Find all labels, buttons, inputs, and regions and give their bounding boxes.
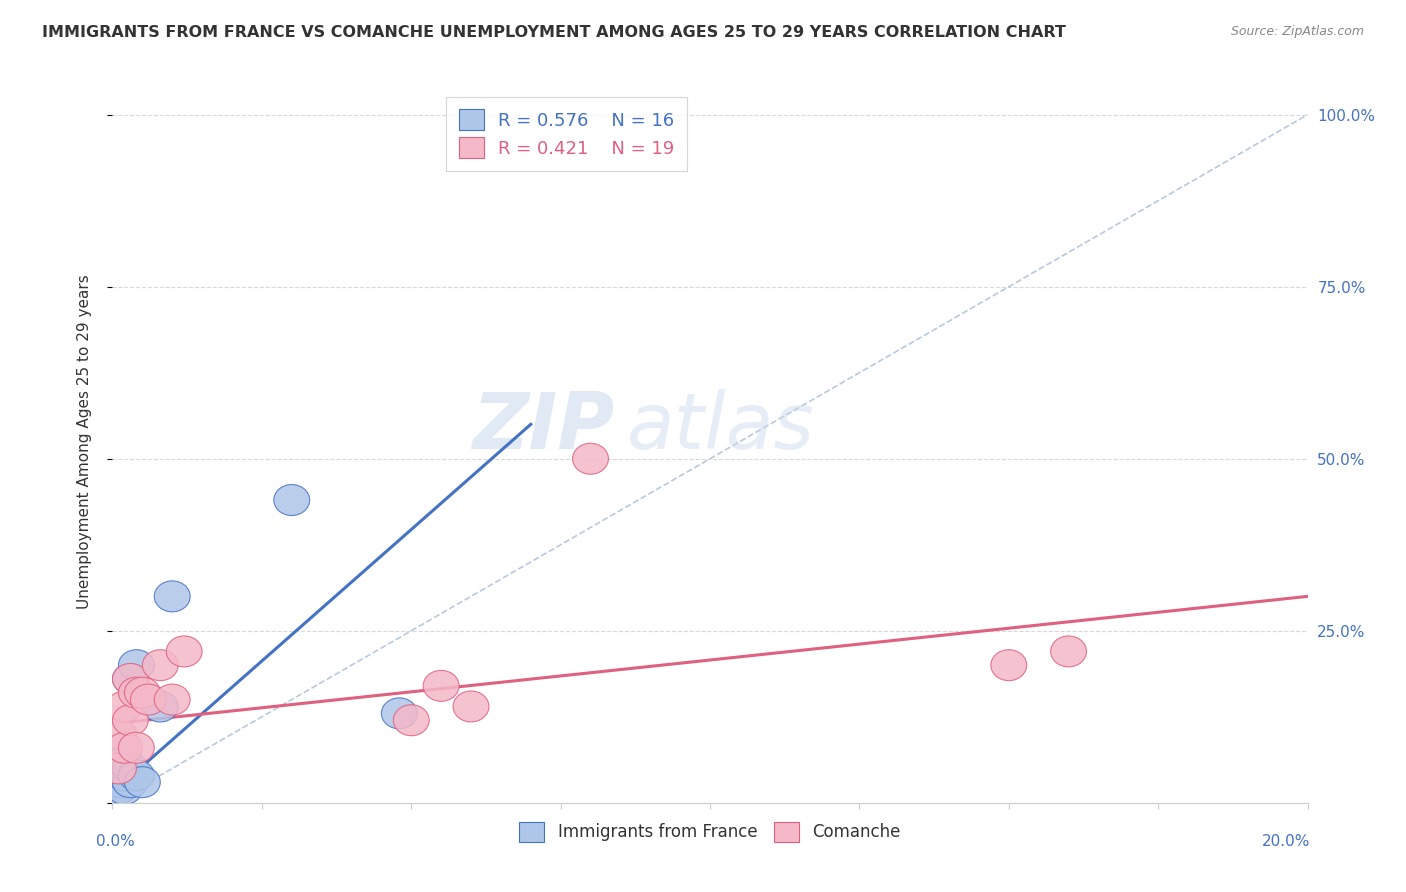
Ellipse shape [572,443,609,475]
Ellipse shape [274,484,309,516]
Ellipse shape [155,581,190,612]
Ellipse shape [118,732,155,764]
Text: IMMIGRANTS FROM FRANCE VS COMANCHE UNEMPLOYMENT AMONG AGES 25 TO 29 YEARS CORREL: IMMIGRANTS FROM FRANCE VS COMANCHE UNEMP… [42,25,1066,40]
Ellipse shape [107,691,142,722]
Ellipse shape [101,753,136,784]
Ellipse shape [155,684,190,715]
Ellipse shape [423,671,460,701]
Ellipse shape [112,767,149,797]
Ellipse shape [142,691,179,722]
Ellipse shape [107,732,142,764]
Ellipse shape [125,677,160,708]
Ellipse shape [131,684,166,715]
Ellipse shape [107,746,142,777]
Ellipse shape [112,705,149,736]
Ellipse shape [125,767,160,797]
Ellipse shape [101,767,136,797]
Ellipse shape [107,773,142,805]
Ellipse shape [118,760,155,791]
Text: atlas: atlas [627,389,814,465]
Ellipse shape [1050,636,1087,667]
Text: Source: ZipAtlas.com: Source: ZipAtlas.com [1230,25,1364,38]
Ellipse shape [118,677,155,708]
Text: 20.0%: 20.0% [1263,834,1310,848]
Text: 0.0%: 0.0% [96,834,135,848]
Y-axis label: Unemployment Among Ages 25 to 29 years: Unemployment Among Ages 25 to 29 years [77,274,91,609]
Text: ZIP: ZIP [472,389,614,465]
Ellipse shape [991,649,1026,681]
Ellipse shape [101,773,136,805]
Ellipse shape [101,719,136,749]
Ellipse shape [101,753,136,784]
Legend: Immigrants from France, Comanche: Immigrants from France, Comanche [513,815,907,848]
Ellipse shape [112,753,149,784]
Ellipse shape [112,664,149,694]
Ellipse shape [107,760,142,791]
Ellipse shape [142,649,179,681]
Ellipse shape [453,691,489,722]
Ellipse shape [394,705,429,736]
Ellipse shape [166,636,202,667]
Ellipse shape [381,698,418,729]
Ellipse shape [112,664,149,694]
Ellipse shape [118,649,155,681]
